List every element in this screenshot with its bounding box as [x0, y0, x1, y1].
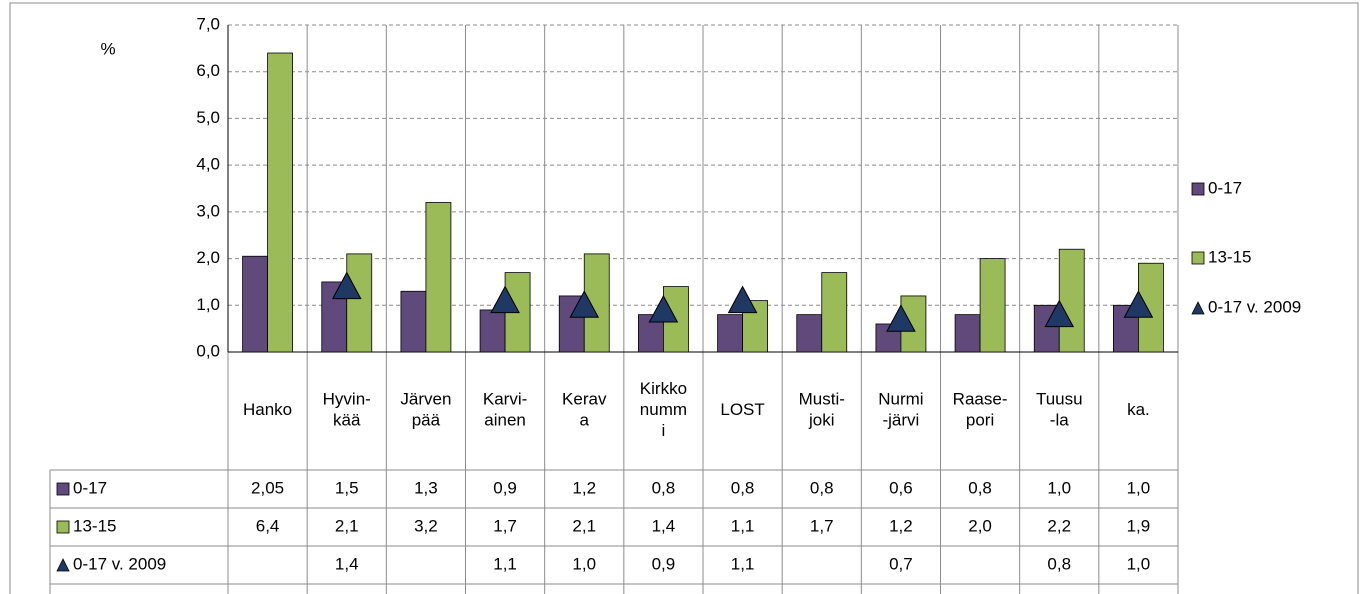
table-value: 1,0	[1127, 554, 1151, 573]
table-value: 0,8	[731, 478, 755, 497]
x-tick-label: Kirkko numm i	[640, 379, 687, 440]
bar	[979, 258, 1006, 353]
y-tick-label: 1,0	[196, 295, 220, 314]
table-key	[56, 482, 70, 496]
bar	[242, 255, 268, 353]
bar	[267, 52, 293, 353]
table-row-label: 0-17 v. 2009	[73, 554, 166, 573]
table-value: 1,1	[731, 554, 755, 573]
marker	[648, 294, 679, 323]
bar	[400, 290, 427, 353]
table-value: 1,7	[810, 516, 834, 535]
table-value: 1,4	[335, 554, 359, 573]
legend-label: 0-17 v. 2009	[1208, 297, 1301, 316]
bar	[479, 309, 506, 353]
x-tick-label: Karvi-ainen	[483, 390, 527, 430]
bar	[821, 272, 848, 353]
legend-label: 13-15	[1208, 247, 1251, 266]
table-value: 2,1	[335, 516, 359, 535]
table-value: 6,4	[256, 516, 280, 535]
table-value: 1,2	[572, 478, 596, 497]
table-row-label: 0-17	[73, 478, 107, 497]
marker	[569, 290, 600, 318]
table-value: 0,6	[889, 478, 913, 497]
table-value: 1,7	[493, 516, 517, 535]
x-tick-label: LOST	[720, 400, 764, 419]
table-key	[56, 558, 70, 572]
y-tick-label: 7,0	[196, 14, 220, 33]
table-value: 1,0	[572, 554, 596, 573]
x-tick-label: Hyvin-kää	[323, 390, 371, 430]
x-tick-label: Hanko	[243, 400, 292, 419]
table-row-label: 13-15	[73, 516, 116, 535]
table-value: 1,9	[1127, 516, 1151, 535]
table-value: 0,8	[810, 478, 834, 497]
bar	[796, 314, 823, 353]
marker	[727, 285, 758, 314]
legend-key	[1191, 251, 1205, 265]
y-unit: %	[100, 39, 115, 58]
table-value: 0,7	[889, 554, 913, 573]
table-value: 2,2	[1047, 516, 1071, 535]
legend-key	[1191, 182, 1205, 196]
x-tick-label: Raase-pori	[953, 390, 1008, 430]
table-value: 0,9	[493, 478, 517, 497]
y-tick-label: 4,0	[196, 155, 220, 174]
x-tick-label: Kerav a	[562, 390, 607, 430]
x-tick-label: Nurmi -järvi	[878, 390, 923, 430]
x-tick-label: ka.	[1127, 400, 1150, 419]
bar	[954, 314, 981, 353]
marker	[1044, 299, 1075, 328]
y-tick-label: 5,0	[196, 108, 220, 127]
chart-frame	[9, 2, 1359, 594]
table-value: 2,05	[251, 478, 284, 497]
y-tick-label: 6,0	[196, 61, 220, 80]
table-value: 2,1	[572, 516, 596, 535]
table-value: 0,8	[968, 478, 992, 497]
bar	[717, 314, 743, 353]
table-key	[56, 520, 70, 534]
table-value: 1,1	[493, 554, 517, 573]
table-value: 1,0	[1127, 478, 1151, 497]
table-value: 1,0	[1047, 478, 1071, 497]
legend-label: 0-17	[1208, 178, 1242, 197]
x-tick-label: Tuusu -la	[1036, 390, 1083, 430]
bar	[1058, 248, 1085, 353]
table-value: 1,5	[335, 478, 359, 497]
bar	[425, 202, 452, 353]
y-tick-label: 0,0	[196, 341, 220, 360]
marker	[490, 285, 520, 314]
table-value: 1,2	[889, 516, 913, 535]
y-tick-label: 3,0	[196, 201, 220, 220]
table-value: 0,8	[1047, 554, 1071, 573]
marker	[886, 304, 916, 332]
table-value: 0,8	[652, 478, 676, 497]
table-value: 2,0	[968, 516, 992, 535]
table-value: 1,3	[414, 478, 438, 497]
table-value: 3,2	[414, 516, 438, 535]
table-value: 1,4	[652, 516, 676, 535]
x-tick-label: Musti-joki	[799, 390, 845, 430]
legend-key	[1191, 301, 1205, 315]
marker	[331, 271, 362, 300]
table-value: 1,1	[731, 516, 755, 535]
marker	[1123, 290, 1154, 318]
bar	[346, 253, 373, 353]
y-tick-label: 2,0	[196, 248, 220, 267]
x-tick-label: Järven pää	[400, 390, 451, 430]
table-value: 0,9	[652, 554, 676, 573]
